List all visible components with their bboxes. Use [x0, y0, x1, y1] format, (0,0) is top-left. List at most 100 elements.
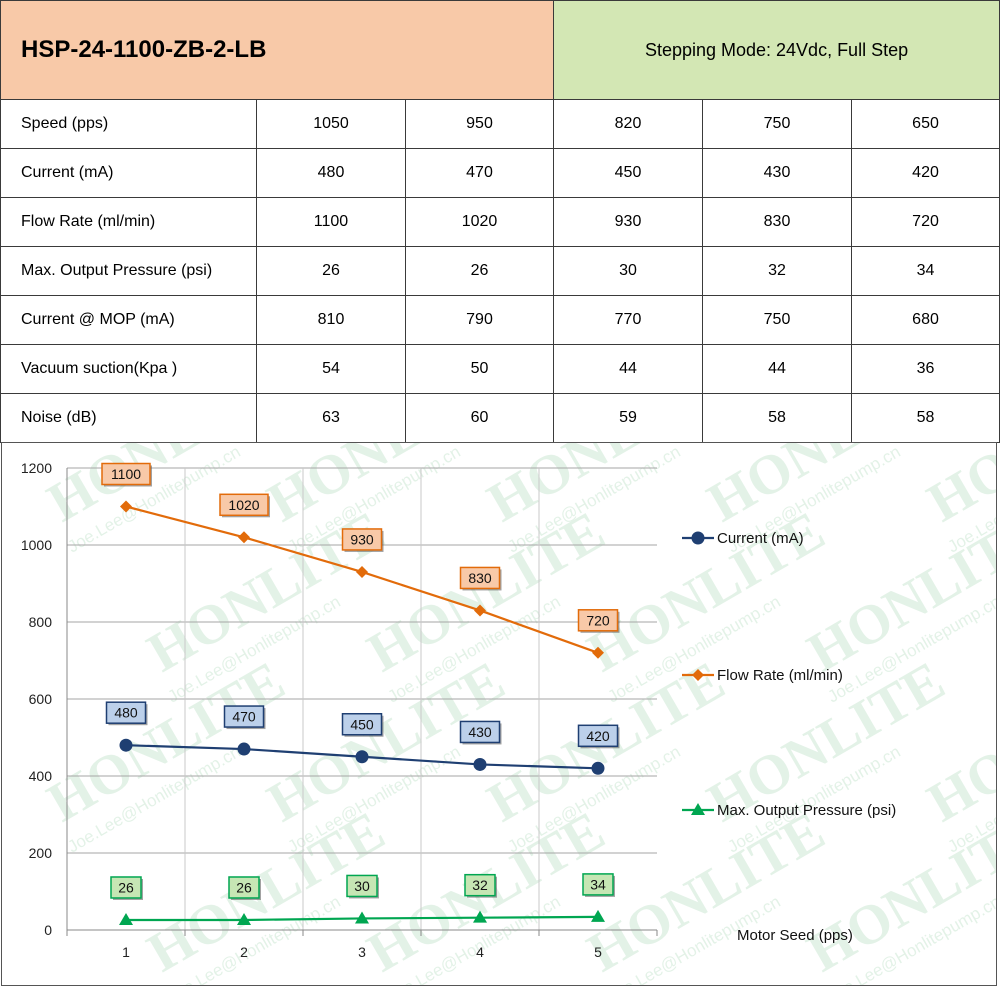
- data-point: [119, 912, 133, 925]
- data-point: [120, 500, 132, 513]
- data-point: [473, 757, 487, 771]
- table-cell: 720: [851, 197, 1000, 247]
- data-label-box: [223, 705, 265, 728]
- y-tick-label: 400: [29, 768, 53, 784]
- data-label-box: [101, 462, 151, 486]
- data-label: 420: [586, 728, 610, 744]
- table-row: Noise (dB) 63 60 59 58 58: [0, 393, 1000, 443]
- watermark: HONLITEJoe.Lee@Honlitepump.cnHONLITEJoe.…: [38, 443, 997, 985]
- data-label: 430: [468, 724, 492, 740]
- table-cell: 430: [702, 148, 853, 198]
- model-name: HSP-24-1100-ZB-2-LB: [0, 0, 555, 100]
- data-point: [474, 604, 486, 617]
- data-label: 26: [236, 879, 252, 895]
- data-point: [591, 761, 605, 775]
- table-cell: 26: [256, 246, 406, 296]
- series-2: 26 26 30 32 34: [110, 873, 615, 925]
- table-cell: 810: [256, 295, 406, 345]
- table-cell: 58: [702, 393, 853, 443]
- data-label-box: [110, 876, 142, 899]
- data-label-box: [346, 874, 378, 898]
- table-cell: 830: [702, 197, 853, 247]
- stepping-mode: Stepping Mode: 24Vdc, Full Step: [553, 0, 1000, 100]
- data-label: 930: [350, 531, 374, 547]
- data-point: [592, 646, 604, 659]
- table-cell: 750: [702, 99, 853, 149]
- chart-canvas: HONLITEJoe.Lee@Honlitepump.cnHONLITEJoe.…: [21, 443, 997, 985]
- data-label: 26: [118, 879, 134, 895]
- series-1: 1100 1020 930 830 720: [101, 462, 620, 659]
- data-point: [692, 669, 704, 681]
- row-label: Current (mA): [0, 148, 257, 198]
- table-cell: 54: [256, 344, 406, 394]
- legend-label: Flow Rate (ml/min): [717, 667, 843, 684]
- legend-label: Max. Output Pressure (psi): [717, 802, 896, 819]
- data-point: [355, 911, 369, 924]
- y-tick-label: 600: [29, 691, 53, 707]
- x-tick-label: 1: [122, 944, 130, 960]
- table-cell: 790: [404, 295, 555, 345]
- x-tick-label: 5: [594, 944, 602, 960]
- table-cell: 58: [851, 393, 1000, 443]
- spec-table: HSP-24-1100-ZB-2-LB Stepping Mode: 24Vdc…: [0, 0, 1000, 443]
- row-label: Current @ MOP (mA): [0, 295, 257, 345]
- table-cell: 750: [702, 295, 853, 345]
- data-label-box: [459, 720, 501, 744]
- table-row: Vacuum suction(Kpa ) 54 50 44 44 36: [0, 344, 1000, 394]
- data-label: 1020: [228, 497, 259, 513]
- x-tick-label: 4: [476, 944, 484, 960]
- table-cell: 950: [404, 99, 555, 149]
- data-label: 470: [232, 709, 256, 725]
- data-label: 34: [590, 876, 606, 892]
- data-label-box: [341, 528, 383, 551]
- data-label: 450: [350, 716, 374, 732]
- data-label-box: [459, 566, 501, 590]
- table-cell: 30: [553, 246, 704, 296]
- row-label: Max. Output Pressure (psi): [0, 246, 257, 296]
- table-cell: 60: [404, 393, 555, 443]
- data-label-box: [219, 493, 269, 517]
- table-row: Flow Rate (ml/min) 1100 1020 930 830 720: [0, 197, 1000, 247]
- data-label-box: [577, 609, 619, 632]
- table-cell: 680: [851, 295, 1000, 345]
- data-label-box: [105, 701, 147, 724]
- row-label: Vacuum suction(Kpa ): [0, 344, 257, 394]
- data-point: [591, 909, 605, 922]
- data-label: 30: [354, 878, 370, 894]
- legend-item: Flow Rate (ml/min): [682, 667, 843, 684]
- table-row: Max. Output Pressure (psi) 26 26 30 32 34: [0, 246, 1000, 296]
- data-point: [355, 750, 369, 764]
- table-cell: 26: [404, 246, 555, 296]
- y-tick-label: 0: [44, 922, 52, 938]
- y-tick-label: 800: [29, 614, 53, 630]
- data-label: 1100: [111, 466, 141, 482]
- data-label-box: [464, 873, 496, 897]
- watermark-brand: HONLITE: [578, 800, 835, 984]
- table-cell: 59: [553, 393, 704, 443]
- table-cell: 44: [553, 344, 704, 394]
- table-cell: 420: [851, 148, 1000, 198]
- data-label-box: [341, 713, 383, 736]
- table-cell: 450: [553, 148, 704, 198]
- table-cell: 63: [256, 393, 406, 443]
- table-row: Speed (pps) 1050 950 820 750 650: [0, 99, 1000, 149]
- table-cell: 1020: [404, 197, 555, 247]
- data-label: 830: [468, 570, 492, 586]
- data-point: [119, 738, 133, 752]
- table-cell: 1100: [256, 197, 406, 247]
- row-label: Speed (pps): [0, 99, 257, 149]
- table-cell: 770: [553, 295, 704, 345]
- y-tick-label: 1000: [21, 537, 52, 553]
- table-cell: 1050: [256, 99, 406, 149]
- data-label: 480: [114, 705, 138, 721]
- data-label: 720: [586, 612, 610, 628]
- data-label-box: [582, 873, 614, 896]
- table-row: Current (mA) 480 470 450 430 420: [0, 148, 1000, 198]
- row-label: Flow Rate (ml/min): [0, 197, 257, 247]
- legend-item: Current (mA): [682, 530, 804, 547]
- x-tick-label: 2: [240, 944, 248, 960]
- table-cell: 34: [851, 246, 1000, 296]
- data-point: [356, 565, 368, 578]
- legend-label: Current (mA): [717, 530, 804, 547]
